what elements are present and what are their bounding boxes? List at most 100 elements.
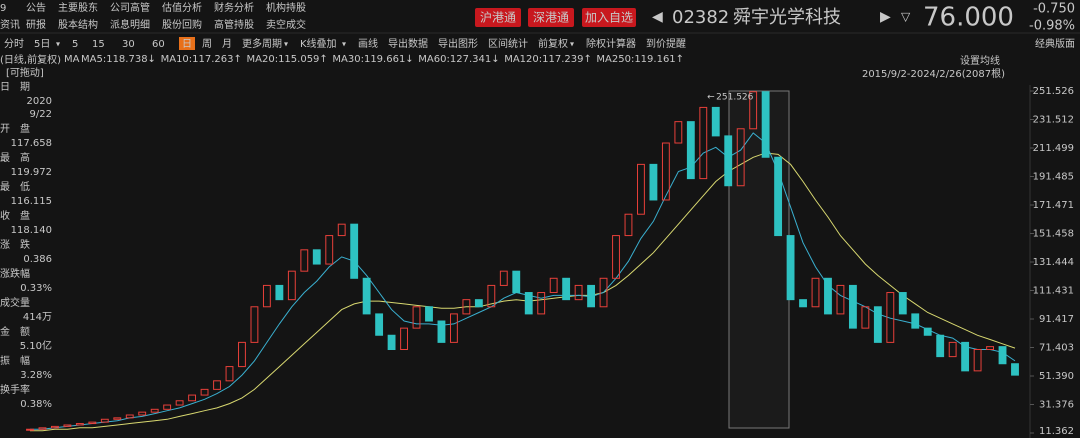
header-button-label[interactable]: 沪港通 bbox=[480, 11, 516, 25]
header-button[interactable] bbox=[475, 8, 521, 27]
header-button-label[interactable]: 加入自选 bbox=[585, 11, 633, 25]
candle bbox=[873, 306, 882, 343]
candle bbox=[562, 277, 571, 301]
y-tick-label: 231.512 bbox=[1033, 115, 1074, 126]
dropdown-caret[interactable]: ▾ bbox=[342, 40, 346, 49]
candle bbox=[487, 284, 496, 308]
toolbar-item[interactable]: 周 bbox=[202, 38, 212, 50]
candle bbox=[786, 235, 795, 301]
y-tick-label: 191.485 bbox=[1033, 172, 1074, 183]
candle bbox=[612, 235, 620, 279]
ma-legend-item: MA10:117.263↑ bbox=[161, 54, 242, 65]
toolbar-item[interactable]: K线叠加 bbox=[300, 37, 337, 50]
menu-item[interactable]: 公告 bbox=[26, 1, 46, 14]
info-value: 116.115 bbox=[11, 196, 52, 207]
candle bbox=[462, 299, 471, 315]
info-label: 振 幅 bbox=[0, 354, 30, 367]
info-mode: (日线,前复权) bbox=[0, 53, 61, 66]
toolbar-item[interactable]: 5日 bbox=[34, 39, 50, 50]
candle bbox=[824, 277, 832, 315]
dropdown-caret[interactable]: ▾ bbox=[284, 40, 288, 49]
toolbar-item[interactable]: 前复权 bbox=[538, 37, 568, 50]
menu-item[interactable]: 股本结构 bbox=[58, 18, 98, 31]
menu-item[interactable]: 主要股东 bbox=[58, 1, 98, 14]
candle bbox=[437, 320, 446, 343]
candle bbox=[138, 411, 147, 416]
prev-arrow[interactable]: ◀ bbox=[652, 9, 663, 25]
y-tick-label: 91.417 bbox=[1039, 314, 1074, 325]
menu-item[interactable]: 资讯 bbox=[0, 19, 20, 31]
header-button-label[interactable]: 深港通 bbox=[533, 11, 569, 25]
ma-prefix: MA bbox=[64, 54, 80, 65]
y-tick-label: 211.499 bbox=[1033, 143, 1074, 154]
menu-item[interactable]: 估值分析 bbox=[162, 1, 202, 14]
menu-item[interactable]: 财务分析 bbox=[214, 1, 254, 14]
candle bbox=[238, 341, 246, 368]
ma-legend-item: MA20:115.059↑ bbox=[247, 54, 328, 65]
toolbar-item[interactable]: 月 bbox=[222, 38, 232, 50]
toolbar-item[interactable]: 到价提醒 bbox=[646, 38, 686, 50]
info-value: 2020 bbox=[27, 96, 52, 107]
menu-item[interactable]: 公司高管 bbox=[110, 1, 150, 14]
candle bbox=[75, 423, 84, 426]
toolbar-item[interactable]: 30 bbox=[122, 39, 135, 50]
candle bbox=[213, 380, 221, 390]
toolbar-item[interactable]: 更多周期 bbox=[242, 37, 282, 50]
candle bbox=[761, 91, 770, 158]
menu-item[interactable]: 机构持股 bbox=[266, 1, 306, 14]
next-arrow[interactable]: ▶ bbox=[880, 9, 891, 25]
candle bbox=[848, 284, 857, 329]
menu-item[interactable]: 高管持股 bbox=[214, 18, 254, 31]
y-tick-label: 171.471 bbox=[1033, 200, 1074, 211]
header-button[interactable] bbox=[582, 8, 636, 27]
stock-name: 舜宇光学科技 bbox=[733, 7, 841, 28]
info-label: 最 高 bbox=[0, 151, 30, 164]
info-label: 换手率 bbox=[0, 383, 30, 396]
peak-arrow: ← bbox=[707, 93, 715, 103]
toolbar-item[interactable]: 区间统计 bbox=[488, 37, 528, 50]
info-value: 0.33% bbox=[20, 283, 52, 294]
candle bbox=[474, 299, 483, 308]
toolbar-right[interactable]: 经典版面 bbox=[1035, 37, 1075, 50]
info-value: 5.10亿 bbox=[20, 339, 52, 352]
toolbar-item[interactable]: 除权计算器 bbox=[586, 37, 636, 50]
candle bbox=[998, 346, 1007, 365]
candle bbox=[362, 277, 371, 315]
y-tick-label: 11.362 bbox=[1039, 426, 1074, 437]
toolbar-item[interactable]: 5 bbox=[72, 39, 78, 50]
toolbar-item[interactable]: 导出数据 bbox=[388, 37, 428, 50]
candle bbox=[736, 128, 745, 187]
dropdown-caret[interactable]: ▾ bbox=[570, 40, 574, 49]
y-tick-label: 151.458 bbox=[1033, 228, 1074, 239]
toolbar-item[interactable]: 15 bbox=[92, 39, 105, 50]
ma-legend-item: MA60:127.341↓ bbox=[418, 54, 499, 65]
info-label: 涨跌幅 bbox=[0, 267, 30, 280]
menu-item[interactable]: 派息明细 bbox=[110, 18, 150, 31]
candle bbox=[948, 341, 957, 358]
header-button[interactable] bbox=[528, 8, 574, 27]
menu-item[interactable]: 卖空成交 bbox=[266, 18, 306, 31]
candle bbox=[200, 388, 209, 396]
menu-item[interactable]: 9 bbox=[0, 3, 6, 14]
settings-label[interactable]: 设置均线 bbox=[960, 54, 1000, 67]
dropdown-icon[interactable]: ▽ bbox=[901, 10, 911, 24]
candle bbox=[100, 418, 109, 423]
toolbar-item[interactable]: 日 bbox=[182, 39, 192, 50]
candle bbox=[811, 277, 820, 308]
y-tick-label: 51.390 bbox=[1039, 371, 1074, 382]
toolbar-item[interactable]: 分时 bbox=[4, 38, 24, 50]
toolbar-item[interactable]: 60 bbox=[152, 39, 165, 50]
menu-item[interactable]: 股份回购 bbox=[162, 18, 202, 31]
toolbar-active-bg bbox=[179, 37, 195, 50]
info-value: 414万 bbox=[23, 312, 52, 323]
toolbar-item[interactable]: 画线 bbox=[358, 37, 378, 50]
candle bbox=[699, 106, 708, 180]
menu-item[interactable]: 研报 bbox=[26, 18, 46, 31]
dropdown-caret[interactable]: ▾ bbox=[56, 40, 60, 49]
toolbar-item[interactable]: 导出图形 bbox=[438, 37, 478, 50]
candle bbox=[325, 235, 334, 265]
candle bbox=[387, 334, 396, 350]
candle bbox=[300, 249, 309, 272]
candle bbox=[724, 135, 733, 187]
